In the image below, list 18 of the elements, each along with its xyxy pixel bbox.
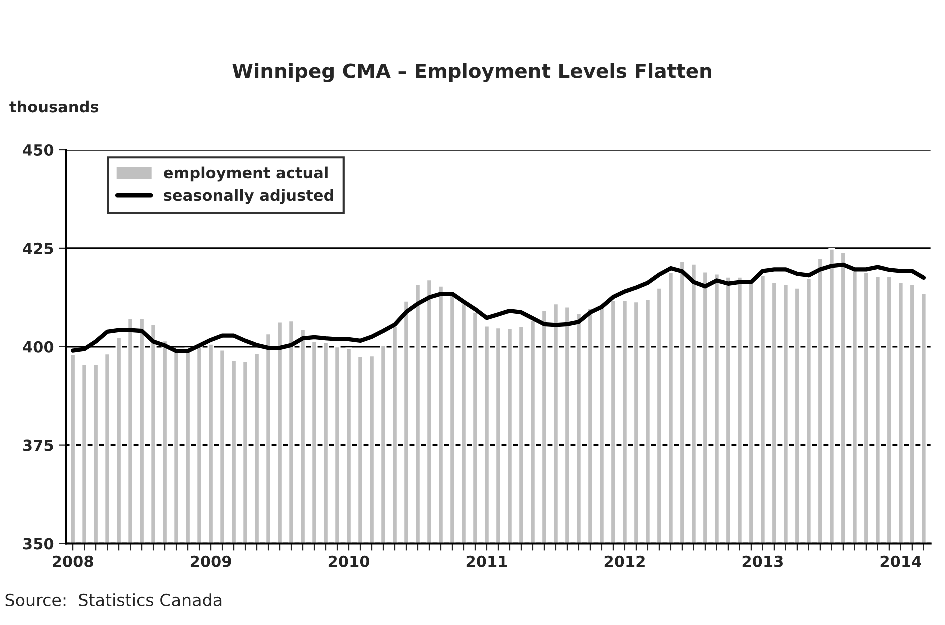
- x-tick-label: 2011: [466, 556, 508, 568]
- source-note: Source: Statistics Canada: [6, 594, 222, 606]
- x-tick-label: 2009: [190, 556, 232, 568]
- y-tick-label: 400: [23, 341, 54, 353]
- y-tick-label: 350: [23, 538, 54, 550]
- line-series: [70, 262, 926, 354]
- y-tick-label: 375: [23, 440, 54, 452]
- y-tick-label: 425: [23, 242, 54, 254]
- x-tick-label: 2012: [604, 556, 645, 568]
- legend-label: employment actual: [164, 166, 328, 182]
- y-axis-title: thousands: [10, 100, 99, 113]
- x-tick-label: 2014: [880, 556, 922, 568]
- x-tick-label: 2008: [52, 556, 94, 568]
- x-tick-label: 2010: [328, 556, 370, 568]
- x-tick-label: 2013: [742, 556, 783, 568]
- y-tick-label: 450: [23, 144, 54, 156]
- legend-label: seasonally adjusted: [164, 189, 334, 204]
- chart-title: Winnipeg CMA – Employment Levels Flatten: [232, 63, 712, 82]
